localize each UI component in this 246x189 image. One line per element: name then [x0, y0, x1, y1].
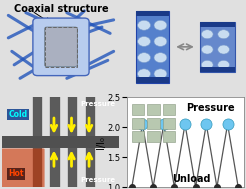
Bar — [200, 22, 235, 72]
Circle shape — [154, 20, 167, 30]
Bar — [45, 27, 77, 67]
Circle shape — [218, 60, 230, 69]
Y-axis label: I/I₀: I/I₀ — [96, 136, 106, 149]
Circle shape — [138, 20, 151, 30]
FancyBboxPatch shape — [1, 148, 45, 188]
Circle shape — [201, 30, 213, 39]
FancyBboxPatch shape — [33, 18, 89, 76]
Bar — [136, 11, 169, 83]
Bar — [136, 77, 169, 83]
Text: Pressure: Pressure — [186, 103, 235, 113]
Circle shape — [154, 69, 167, 79]
Circle shape — [138, 69, 151, 79]
Text: Cold: Cold — [8, 110, 28, 119]
Circle shape — [218, 45, 230, 54]
Circle shape — [138, 53, 151, 63]
FancyBboxPatch shape — [45, 27, 77, 67]
Circle shape — [201, 45, 213, 54]
Circle shape — [201, 60, 213, 69]
Text: Pressure: Pressure — [81, 177, 116, 183]
Bar — [33, 97, 42, 187]
Bar — [136, 11, 169, 16]
Text: Coaxial structure: Coaxial structure — [14, 4, 108, 14]
Circle shape — [154, 53, 167, 63]
Bar — [2, 136, 120, 148]
Text: Unload: Unload — [172, 174, 210, 184]
Circle shape — [138, 36, 151, 46]
Bar — [200, 22, 235, 27]
Text: Pressure: Pressure — [81, 101, 116, 107]
Bar — [50, 97, 60, 187]
Text: Hot: Hot — [8, 169, 24, 178]
Bar — [68, 97, 77, 187]
Bar — [86, 97, 95, 187]
Bar — [200, 67, 235, 72]
Circle shape — [218, 30, 230, 39]
Circle shape — [154, 36, 167, 46]
